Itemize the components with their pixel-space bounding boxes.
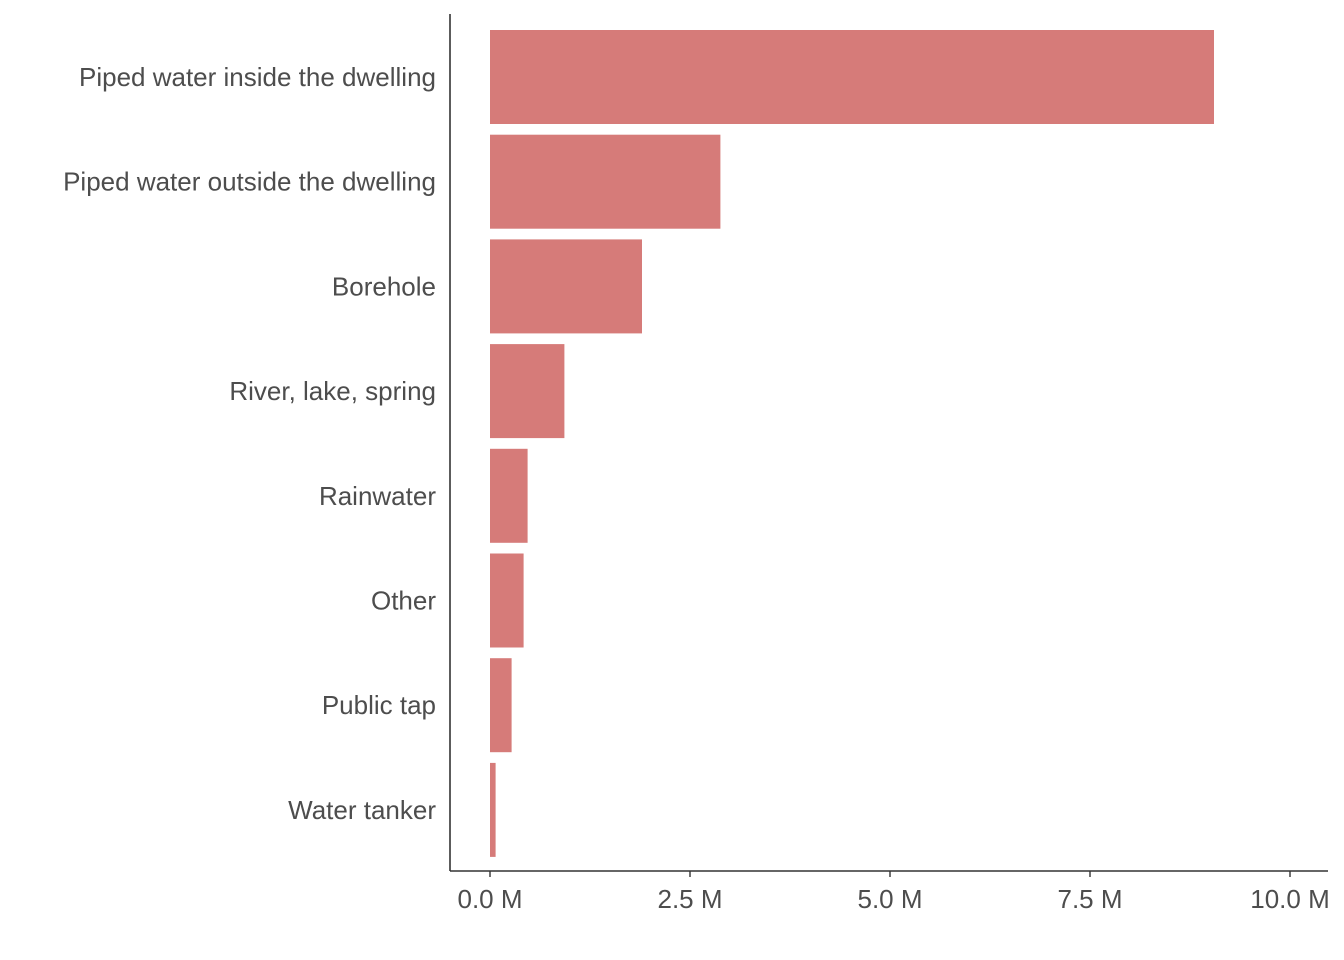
x-tick-label: 7.5 M (1057, 884, 1122, 914)
bar-1 (490, 134, 721, 229)
category-labels: Piped water inside the dwelling Piped wat… (63, 62, 436, 825)
bar-3 (490, 344, 565, 439)
x-tick-label: 5.0 M (857, 884, 922, 914)
bar-2 (490, 239, 642, 334)
x-tick-label: 10.0 M (1250, 884, 1330, 914)
category-label: Piped water inside the dwelling (79, 62, 436, 92)
x-tick-label: 2.5 M (657, 884, 722, 914)
bar-4 (490, 448, 528, 543)
x-tick-label: 0.0 M (457, 884, 522, 914)
category-label: Borehole (332, 271, 436, 301)
bar-0 (490, 30, 1214, 124)
bars-group (490, 30, 1214, 857)
category-label: Public tap (322, 690, 436, 720)
x-axis-ticks: 0.0 M 2.5 M 5.0 M 7.5 M 10.0 M (457, 871, 1330, 914)
category-label: Other (371, 586, 436, 616)
category-label: Rainwater (319, 481, 436, 511)
bar-5 (490, 553, 524, 648)
bar-7 (490, 762, 496, 857)
bar-6 (490, 658, 512, 753)
category-label: Water tanker (288, 795, 436, 825)
category-label: River, lake, spring (229, 376, 436, 406)
category-label: Piped water outside the dwelling (63, 167, 436, 197)
